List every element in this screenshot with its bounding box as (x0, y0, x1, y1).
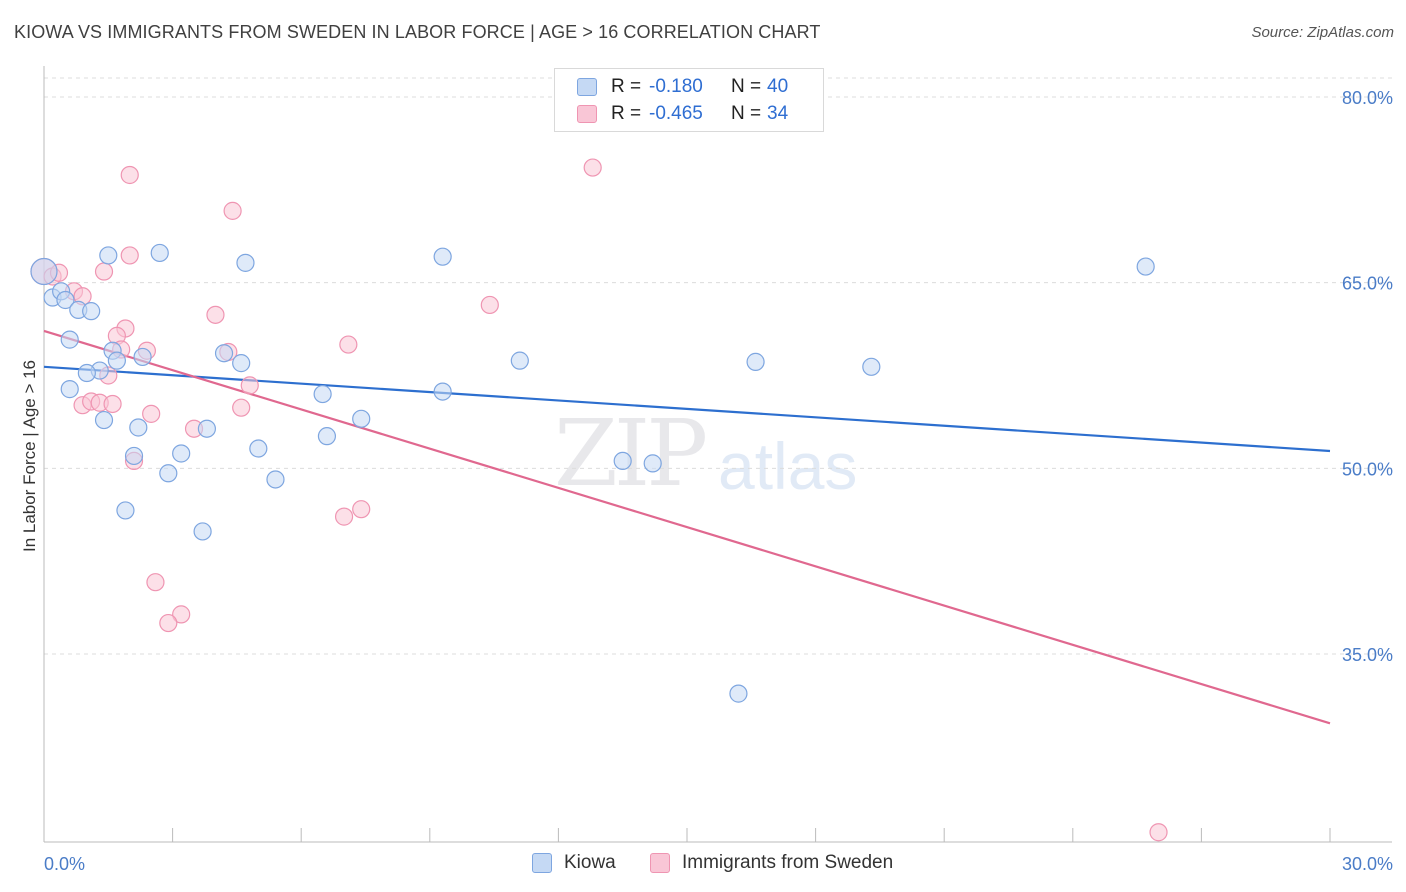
correlation-legend: R = -0.180 N = 40 R = -0.465 N = 34 (554, 68, 824, 132)
kiowa-swatch (577, 78, 597, 96)
kiowa-point (56, 290, 75, 310)
sweden-point (352, 500, 371, 519)
kiowa-point (150, 243, 169, 263)
r-value: -0.465 (649, 103, 703, 124)
sweden-point (1149, 823, 1168, 842)
kiowa-point (197, 419, 216, 438)
watermark-zip: ZIP (554, 400, 708, 507)
kiowa-point (159, 464, 178, 483)
r-value: -0.180 (649, 76, 703, 97)
chart-title: KIOWA VS IMMIGRANTS FROM SWEDEN IN LABOR… (14, 22, 821, 42)
r-label: R = (611, 76, 642, 97)
kiowa-point (433, 247, 452, 266)
sweden-trend-line (43, 329, 1331, 725)
legend-row-sweden: R = -0.465 N = 34 (577, 101, 788, 127)
tick-labels: 35.0% 50.0% 65.0% 80.0% 0.0% 30.0% (44, 88, 1393, 874)
kiowa-point (172, 444, 191, 463)
series-legend: Kiowa Immigrants from Sweden (0, 852, 1406, 878)
kiowa-point (82, 302, 101, 321)
kiowa-point (60, 380, 79, 399)
sweden-point (334, 507, 354, 526)
y-tick-label: 80.0% (1342, 88, 1393, 108)
legend-item-kiowa[interactable]: Kiowa (532, 852, 616, 874)
kiowa-point (133, 347, 152, 367)
sweden-point (339, 335, 358, 354)
sweden-point (103, 394, 122, 414)
kiowa-point (862, 357, 881, 376)
trend-lines (43, 329, 1331, 725)
y-tick-label: 35.0% (1342, 645, 1393, 665)
legend-row-kiowa: R = -0.180 N = 40 (577, 74, 788, 100)
sweden-point (120, 165, 139, 185)
sweden-point (240, 376, 259, 395)
kiowa-point (129, 418, 148, 437)
sweden-swatch (577, 105, 597, 123)
kiowa-trend-line (43, 365, 1331, 453)
kiowa-point (352, 409, 371, 428)
kiowa-point (124, 446, 144, 466)
kiowa-point (214, 344, 234, 363)
kiowa-point (510, 351, 529, 370)
axes (43, 66, 1392, 843)
kiowa-swatch (532, 853, 552, 873)
sweden-point (223, 201, 242, 220)
sweden-point (120, 246, 139, 265)
legend-label-kiowa: Kiowa (564, 852, 616, 873)
legend-label-sweden: Immigrants from Sweden (682, 852, 894, 873)
sweden-point (172, 605, 191, 624)
kiowa-point (313, 384, 332, 404)
kiowa-point (317, 427, 337, 446)
kiowa-point (107, 351, 126, 370)
sweden-point (583, 158, 602, 177)
kiowa-point (236, 253, 255, 272)
sweden-point (206, 305, 225, 324)
kiowa-point (1136, 257, 1155, 276)
kiowa-point (266, 470, 285, 489)
n-label: N = (731, 76, 762, 97)
kiowa-point (94, 410, 114, 430)
sweden-point (232, 398, 251, 417)
x-tick-label: 0.0% (44, 854, 85, 874)
kiowa-point (249, 439, 268, 458)
y-axis-label: In Labor Force | Age > 16 (20, 360, 39, 552)
kiowa-point (60, 330, 79, 349)
kiowa-point (77, 363, 96, 383)
legend-item-sweden[interactable]: Immigrants from Sweden (650, 852, 893, 874)
kiowa-point (613, 451, 632, 471)
kiowa-point (99, 246, 118, 265)
sweden-swatch (650, 853, 670, 873)
y-tick-label: 50.0% (1342, 459, 1393, 479)
sweden-point (146, 573, 165, 592)
kiowa-point (116, 501, 135, 520)
r-label: R = (611, 103, 642, 124)
kiowa-point (193, 522, 212, 541)
kiowa-point (30, 257, 58, 286)
kiowa-point (643, 454, 662, 473)
n-value: 40 (767, 76, 789, 97)
sweden-point (94, 262, 114, 281)
kiowa-point (433, 382, 452, 401)
n-value: 34 (767, 103, 789, 124)
kiowa-point (746, 352, 765, 371)
n-label: N = (731, 103, 762, 124)
y-tick-label: 65.0% (1342, 274, 1393, 294)
sweden-point (480, 295, 499, 315)
source-label: Source: ZipAtlas.com (1251, 24, 1394, 41)
sweden-point (159, 613, 178, 633)
kiowa-point (729, 684, 748, 703)
sweden-point (142, 404, 161, 423)
kiowa-point (232, 354, 251, 373)
data-points (30, 158, 1168, 842)
x-tick-label: 30.0% (1342, 854, 1393, 874)
watermark-atlas: atlas (718, 429, 858, 503)
